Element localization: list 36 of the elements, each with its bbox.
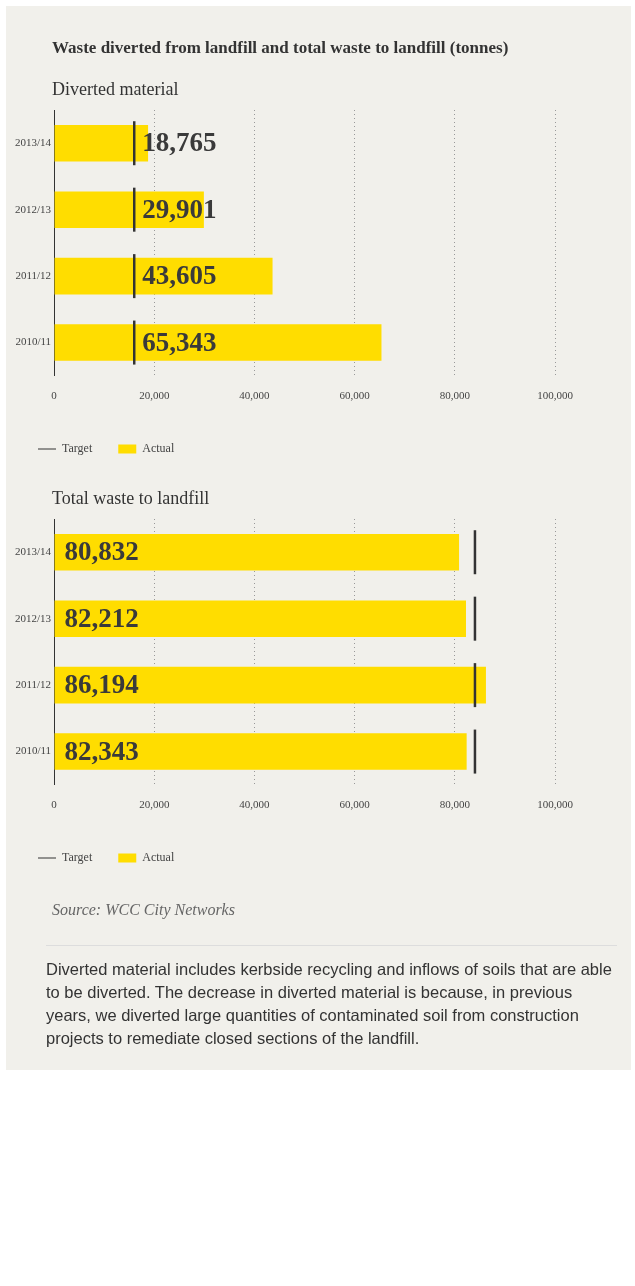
x-tick-label: 60,000 xyxy=(339,388,371,401)
text: Diverted material includes kerbside recycling and inflows of soils that are able to be diverted. The decrease in diverted material is because, in previous years, we diverted large quantities of contaminated soil from construction projects to remediate closed sections of the landfill. xyxy=(46,944,617,1051)
x-tick-label: 0 xyxy=(51,797,58,810)
legend-label: Target xyxy=(62,849,93,864)
data-label: 82,212 xyxy=(64,602,139,633)
x-tick-label: 80,000 xyxy=(439,797,471,810)
data-label: 86,194 xyxy=(64,668,139,699)
y-tick-label: 2012/13 xyxy=(14,202,52,215)
source-note: Source: WCC City Networks xyxy=(52,900,236,919)
x-tick-label: 40,000 xyxy=(239,797,271,810)
legend-label: Actual xyxy=(142,440,175,455)
x-tick-label: 80,000 xyxy=(439,388,471,401)
x-tick-label: 100,000 xyxy=(537,797,574,810)
x-tick-label: 0 xyxy=(51,388,58,401)
data-label: 43,605 xyxy=(142,259,217,290)
x-tick-label: 60,000 xyxy=(339,797,371,810)
y-tick-label: 2011/12 xyxy=(15,268,52,281)
x-tick-label: 100,000 xyxy=(537,388,574,401)
data-label: 82,343 xyxy=(64,735,139,766)
y-tick-label: 2011/12 xyxy=(15,677,52,690)
y-tick-label: 2010/11 xyxy=(15,744,52,757)
y-tick-label: 2010/11 xyxy=(15,335,52,348)
chart-subtitle: Diverted material xyxy=(52,78,180,100)
legend-label: Target xyxy=(62,440,93,455)
data-label: 65,343 xyxy=(142,326,217,357)
y-tick-label: 2013/14 xyxy=(14,544,52,557)
y-tick-label: 2013/14 xyxy=(14,135,52,148)
x-tick-label: 20,000 xyxy=(139,388,170,401)
x-tick-label: 20,000 xyxy=(139,797,170,810)
x-tick-label: 40,000 xyxy=(239,388,271,401)
legend-label: Actual xyxy=(142,849,175,864)
chart-title: Waste diverted from landfill and total waste to landfill (tonnes) xyxy=(52,37,510,59)
data-label: 80,832 xyxy=(64,535,139,566)
chart-title: Total waste to landfill xyxy=(52,487,211,509)
bar xyxy=(54,323,382,361)
y-tick-label: 2012/13 xyxy=(14,611,52,624)
